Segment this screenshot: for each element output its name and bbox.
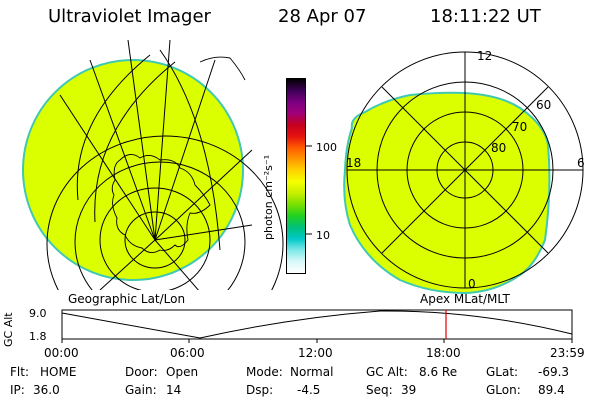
altitude-xtick-0000: 00:00 [44,346,79,360]
altitude-ytick-max: 9.0 [29,307,47,320]
glat-label: GLat: [486,365,519,379]
instrument-title: Ultraviolet Imager [48,6,211,27]
altitude-xtick-1200: 12:00 [298,346,333,360]
filter-label: Flt: [10,365,29,379]
filter-value: HOME [40,365,77,379]
gain-value: 14 [166,383,182,397]
mlt-label-12: 12 [477,49,492,63]
gain-label: Gain: [125,383,157,397]
seq-value: 39 [401,383,417,397]
colorbar-tick-100: 100 [316,141,337,154]
auroral-image-disc [343,91,551,295]
altitude-xtick-2359: 23:59 [550,346,585,360]
mode-value: Normal [290,365,334,379]
polar-grid [346,51,584,289]
dsp-label: Dsp: [246,383,274,397]
mlat-label-80: 80 [491,141,506,155]
mlat-label-70: 70 [512,120,527,134]
geographic-caption: Geographic Lat/Lon [68,292,185,306]
ip-label: IP: [10,383,25,397]
antarctica-coastline [111,154,211,253]
door-value: Open [166,365,199,379]
altitude-curve [61,310,573,339]
color-bar [286,78,306,274]
geographic-grid [46,40,284,290]
glon-label: GLon: [486,383,521,397]
altitude-xtick-0600: 06:00 [170,346,205,360]
gcalt-value: 8.6 Re [419,365,458,379]
dsp-value: -4.5 [297,383,321,397]
glat-value: -69.3 [538,365,570,379]
altitude-plot-frame [61,309,573,340]
mlt-label-6: 6 [577,156,585,170]
altitude-xtick-1800: 18:00 [426,346,461,360]
magnetic-image: 12 18 6 0 60 70 80 Apex MLat/MLT [343,49,585,306]
mode-label: Mode: [246,365,283,379]
altitude-ytick-min: 1.8 [29,330,47,343]
colorbar-tick-10: 10 [316,229,330,242]
time-label: 18:11:22 UT [430,6,541,27]
geographic-image: Geographic Lat/Lon [22,40,284,306]
auroral-image-disc [22,59,244,281]
landmass-outline [199,56,246,81]
colorbar-tick-marks [306,145,312,235]
gcalt-label: GC Alt: [366,365,408,379]
mlat-label-60: 60 [536,98,551,112]
glon-value: 89.4 [538,383,565,397]
ip-value: 36.0 [33,383,60,397]
magnetic-caption: Apex MLat/MLT [420,292,510,306]
date-label: 28 Apr 07 [278,6,367,27]
mlt-label-18: 18 [346,156,361,170]
door-label: Door: [125,365,158,379]
mlt-label-0: 0 [468,277,476,291]
seq-label: Seq: [366,383,393,397]
